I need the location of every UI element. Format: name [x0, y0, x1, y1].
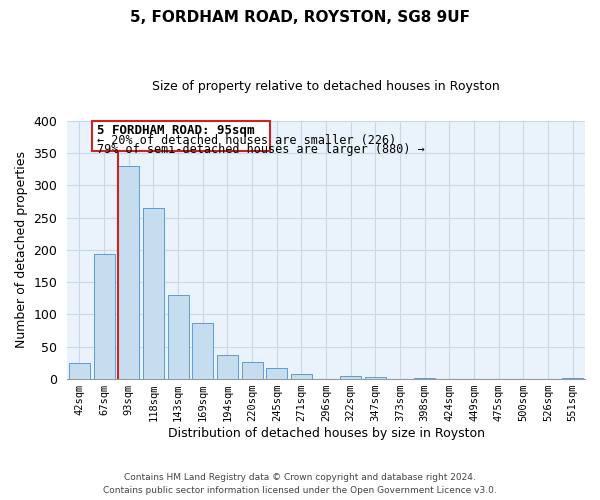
Bar	[192, 323, 213, 379]
Bar	[414, 378, 435, 379]
Bar	[291, 374, 312, 379]
Bar	[69, 363, 90, 379]
Bar	[94, 254, 115, 379]
Bar	[167, 295, 188, 379]
Text: ← 20% of detached houses are smaller (226): ← 20% of detached houses are smaller (22…	[97, 134, 397, 147]
Bar	[266, 368, 287, 379]
Bar	[340, 376, 361, 379]
Bar	[217, 354, 238, 379]
Bar	[242, 362, 263, 379]
X-axis label: Distribution of detached houses by size in Royston: Distribution of detached houses by size …	[167, 427, 485, 440]
FancyBboxPatch shape	[92, 120, 270, 151]
Text: 79% of semi-detached houses are larger (880) →: 79% of semi-detached houses are larger (…	[97, 143, 425, 156]
Bar	[365, 377, 386, 379]
Title: Size of property relative to detached houses in Royston: Size of property relative to detached ho…	[152, 80, 500, 93]
Y-axis label: Number of detached properties: Number of detached properties	[15, 152, 28, 348]
Text: Contains HM Land Registry data © Crown copyright and database right 2024.
Contai: Contains HM Land Registry data © Crown c…	[103, 473, 497, 495]
Bar	[562, 378, 583, 379]
Text: 5, FORDHAM ROAD, ROYSTON, SG8 9UF: 5, FORDHAM ROAD, ROYSTON, SG8 9UF	[130, 10, 470, 25]
Bar	[143, 208, 164, 379]
Bar	[118, 166, 139, 379]
Text: 5 FORDHAM ROAD: 95sqm: 5 FORDHAM ROAD: 95sqm	[97, 124, 255, 138]
